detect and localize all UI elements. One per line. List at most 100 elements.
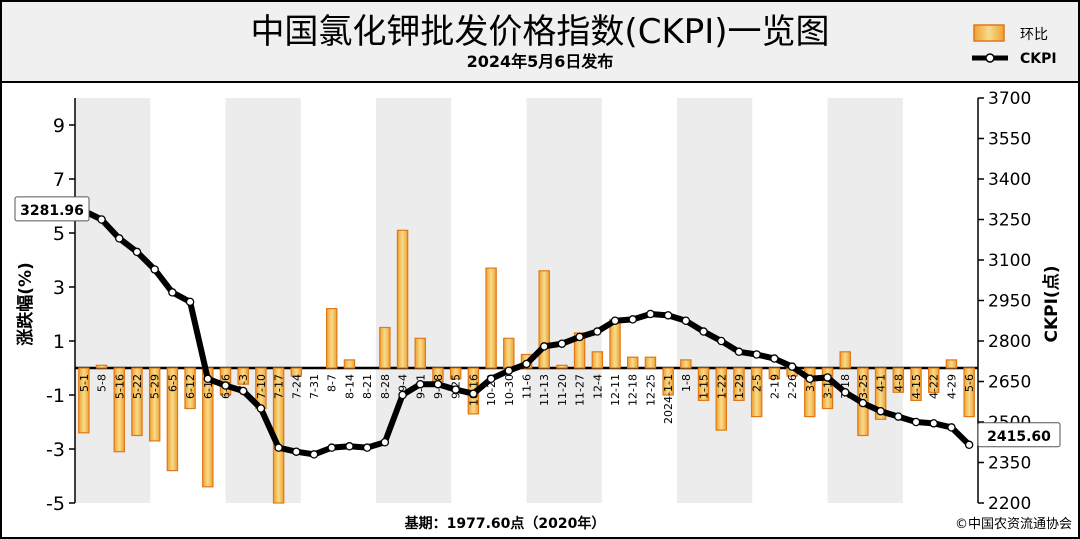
y2-tick-label: 3550 (988, 130, 1031, 150)
legend: 环比 CKPI (972, 24, 1057, 67)
y2-tick-label: 3700 (988, 89, 1031, 109)
ckpi-point (575, 332, 584, 342)
ckpi-point (522, 359, 531, 369)
bar (131, 367, 143, 437)
x-tick-label: 4-15 (910, 374, 923, 399)
ckpi-point (416, 379, 425, 389)
ckpi-point (681, 316, 691, 325)
y-tick-label: -3 (46, 439, 65, 461)
y-tick-label: 5 (53, 223, 65, 245)
ckpi-point (274, 443, 283, 452)
bar (396, 229, 409, 369)
x-tick-label: 9-4 (397, 374, 410, 392)
bar (485, 267, 497, 369)
legend-line-label: CKPI (1020, 51, 1057, 67)
y2-tick-label: 3400 (988, 170, 1031, 190)
y-tick-label: -5 (46, 493, 65, 515)
ckpi-point (593, 327, 602, 336)
ckpi-point (539, 342, 549, 351)
ckpi-point (221, 381, 230, 390)
ckpi-point (238, 386, 248, 396)
x-tick-label: 11-6 (521, 374, 534, 399)
bar (892, 367, 905, 393)
ckpi-point (309, 450, 319, 459)
y-tick-label: 3 (53, 277, 65, 299)
y2-tick-label: 2650 (988, 373, 1031, 393)
y-tick-label: -1 (46, 385, 65, 407)
grid-band (827, 98, 903, 503)
x-tick-label: 5-29 (149, 374, 162, 399)
header-band (2, 2, 1078, 82)
bar (290, 367, 303, 377)
x-tick-label: 2-19 (768, 374, 781, 399)
bar (609, 318, 621, 369)
ckpi-point (805, 374, 815, 384)
grid-band (526, 98, 602, 503)
bar (591, 351, 604, 369)
ckpi-point (911, 417, 921, 427)
x-tick-label: 5-1 (78, 374, 91, 392)
plot-area: 9 7 5 3 1 -1 -3 -5 3700 3550 3400 3250 3100 2950 2800 2… (14, 89, 1061, 515)
x-tick-label: 2024-1-1 (662, 374, 675, 424)
legend-bar-swatch (973, 24, 1005, 42)
x-tick-label: 7-24 (290, 374, 303, 399)
x-tick-label: 11-27 (574, 374, 587, 406)
ckpi-point (486, 374, 496, 384)
x-tick-label: 4-22 (928, 374, 941, 399)
last-value-label: 2415.60 (987, 429, 1051, 445)
bar (166, 367, 179, 472)
bar (379, 326, 391, 369)
bar (538, 270, 550, 369)
chart-subtitle: 2024年5月6日发布 (467, 52, 614, 71)
bar (556, 364, 568, 369)
bar (821, 367, 834, 410)
bar (644, 356, 657, 369)
ckpi-point (610, 316, 620, 325)
x-tick-label: 10-30 (503, 374, 516, 406)
bar (945, 359, 958, 369)
x-tick-label: 5-16 (113, 374, 126, 399)
ckpi-point (345, 442, 354, 451)
ckpi-point (876, 406, 885, 416)
x-tick-label: 8-21 (361, 374, 374, 399)
bar (662, 367, 674, 396)
legend-line-marker (985, 53, 995, 63)
ckpi-point (717, 336, 726, 346)
ckpi-point (97, 215, 106, 224)
x-tick-label: 12-25 (644, 374, 657, 406)
bar (184, 367, 196, 410)
x-tick-label: 11-13 (538, 374, 551, 406)
x-tick-label: 6-5 (166, 374, 179, 392)
bar (113, 367, 125, 453)
ckpi-point (469, 389, 478, 398)
y-tick-label: 1 (53, 331, 65, 353)
bar (839, 351, 851, 369)
y2-tick-label: 3100 (988, 251, 1031, 271)
y2-tick-label: 3250 (988, 211, 1031, 231)
bar (326, 308, 338, 369)
x-tick-label: 2-5 (751, 374, 764, 392)
ckpi-point (504, 366, 514, 375)
x-tick-label: 12-11 (609, 374, 622, 406)
x-tick-label: 4-8 (892, 374, 905, 392)
bar (414, 337, 426, 369)
last-value-box (977, 422, 1061, 448)
grid-band (75, 98, 151, 503)
ckpi-point (203, 374, 213, 384)
y-tick-label: 7 (53, 169, 65, 191)
bar (804, 367, 816, 418)
first-value-label: 3281.96 (20, 203, 84, 219)
x-tick-label: 7-10 (255, 374, 268, 399)
y2-tick-label: 2350 (988, 454, 1031, 474)
ckpi-point (628, 315, 637, 324)
bar (627, 356, 639, 369)
bar (343, 359, 356, 369)
ckpi-point (929, 419, 938, 428)
ckpi-point (150, 265, 159, 274)
x-tick-label: 8-14 (343, 374, 356, 399)
x-tick-label: 1-29 (733, 374, 746, 399)
base-period-note: 基期：1977.60点（2020年） (405, 515, 606, 532)
ckpi-point (256, 404, 266, 413)
ckpi-point (770, 354, 779, 363)
